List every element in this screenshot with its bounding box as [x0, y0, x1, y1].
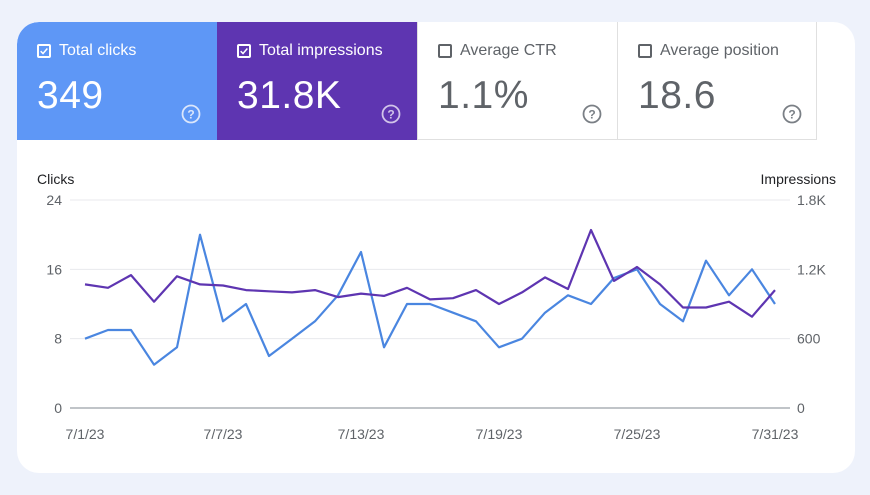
left-axis-title: Clicks — [37, 171, 74, 187]
chart-series — [84, 228, 776, 366]
help-circle-icon[interactable]: ? — [381, 104, 401, 124]
metric-value: 1.1% — [438, 74, 529, 117]
metric-label-text: Average position — [660, 42, 779, 59]
x-tick-label: 7/7/23 — [204, 426, 243, 442]
metric-label: Average CTR — [438, 42, 557, 60]
left-tick-label: 0 — [54, 400, 62, 416]
metric-value: 18.6 — [638, 74, 716, 117]
metric-label: Total clicks — [37, 42, 136, 60]
left-tick-label: 24 — [46, 192, 62, 208]
right-tick-label: 0 — [797, 400, 805, 416]
metric-card-total-impressions[interactable]: Total impressions 31.8K ? — [217, 22, 417, 140]
metric-value: 349 — [37, 74, 104, 117]
performance-panel: Total clicks 349 ? Total impressions 31.… — [17, 22, 855, 473]
right-axis-ticks: 0 600 1.2K 1.8K — [797, 192, 826, 416]
left-tick-label: 16 — [46, 261, 62, 277]
left-axis-ticks: 0 8 16 24 — [46, 192, 62, 416]
metric-cards: Total clicks 349 ? Total impressions 31.… — [17, 22, 817, 140]
svg-text:?: ? — [187, 108, 194, 122]
checkbox-unchecked-icon[interactable] — [638, 44, 652, 58]
right-tick-label: 1.8K — [797, 192, 826, 208]
checkbox-checked-icon[interactable] — [37, 44, 51, 58]
right-axis-title: Impressions — [761, 171, 836, 187]
x-tick-label: 7/13/23 — [338, 426, 385, 442]
chart-gridlines — [70, 199, 790, 409]
metric-card-average-position[interactable]: Average position 18.6 ? — [617, 22, 817, 140]
series-line-impressions — [84, 228, 776, 318]
svg-text:?: ? — [387, 108, 394, 122]
metric-label: Total impressions — [237, 42, 383, 60]
help-circle-icon[interactable]: ? — [782, 104, 802, 124]
series-line-clicks — [84, 233, 776, 366]
right-tick-label: 600 — [797, 331, 821, 347]
left-tick-label: 8 — [54, 331, 62, 347]
right-tick-label: 1.2K — [797, 261, 826, 277]
x-tick-label: 7/31/23 — [752, 426, 799, 442]
metric-label-text: Total clicks — [59, 42, 137, 59]
metric-card-average-ctr[interactable]: Average CTR 1.1% ? — [417, 22, 617, 140]
svg-text:?: ? — [788, 108, 795, 122]
metric-label-text: Total impressions — [259, 42, 383, 59]
metric-value: 31.8K — [237, 74, 342, 117]
help-circle-icon[interactable]: ? — [582, 104, 602, 124]
x-tick-label: 7/1/23 — [66, 426, 105, 442]
metric-label-text: Average CTR — [460, 42, 557, 59]
x-tick-label: 7/25/23 — [614, 426, 661, 442]
help-circle-icon[interactable]: ? — [181, 104, 201, 124]
metric-card-total-clicks[interactable]: Total clicks 349 ? — [17, 22, 217, 140]
x-tick-label: 7/19/23 — [476, 426, 523, 442]
checkbox-unchecked-icon[interactable] — [438, 44, 452, 58]
metric-label: Average position — [638, 42, 779, 60]
svg-text:?: ? — [588, 108, 595, 122]
checkbox-checked-icon[interactable] — [237, 44, 251, 58]
x-axis-ticks: 7/1/23 7/7/23 7/13/23 7/19/23 7/25/23 7/31/23 — [66, 426, 799, 442]
